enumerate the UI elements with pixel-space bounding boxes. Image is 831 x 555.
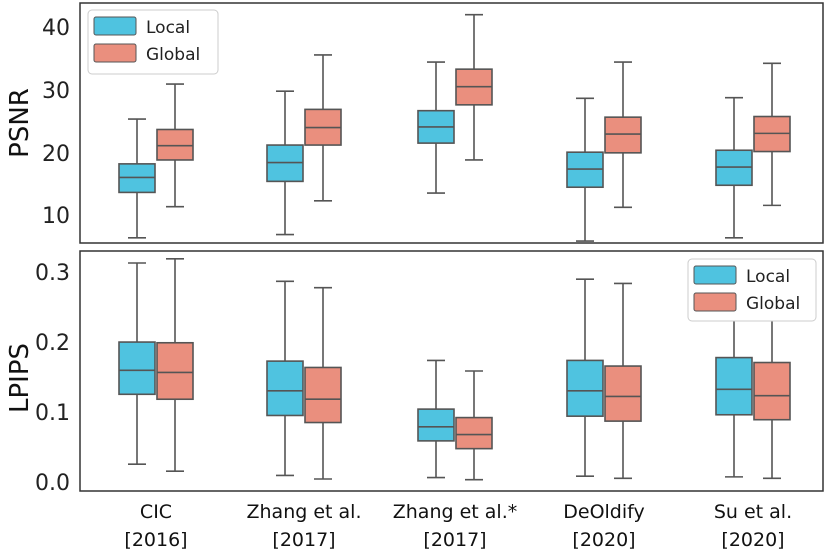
lpips-global-1-box xyxy=(304,286,342,480)
psnr-legend-global-label: Global xyxy=(146,45,200,65)
psnr-local-2-box xyxy=(417,61,455,194)
psnr-tick-30: 30 xyxy=(42,79,70,104)
psnr-y-ticks: 10 20 30 40 xyxy=(42,16,70,229)
lpips-local-4-box xyxy=(715,269,753,478)
psnr-global-4-box xyxy=(753,62,791,207)
psnr-tick-40: 40 xyxy=(42,16,70,41)
lpips-local-2-box xyxy=(417,359,455,479)
psnr-legend-local-swatch xyxy=(93,16,137,36)
x-label-su-year: [2020] xyxy=(721,529,784,551)
lpips-global-2-box xyxy=(455,370,493,481)
psnr-global-0-box xyxy=(156,83,194,208)
lpips-global-3-box xyxy=(604,282,642,480)
lpips-legend-global-label: Global xyxy=(746,294,800,314)
lpips-global-3-iqr xyxy=(604,365,642,422)
psnr-global-2-box xyxy=(455,13,493,161)
lpips-global-0-box xyxy=(156,257,194,473)
lpips-legend-local-swatch xyxy=(693,265,737,285)
lpips-legend-local-label: Local xyxy=(746,267,790,287)
psnr-legend-global-swatch xyxy=(93,43,137,63)
psnr-axis-label: PSNR xyxy=(5,88,35,158)
lpips-tick-0.0: 0.0 xyxy=(35,471,70,496)
lpips-local-0-box xyxy=(118,262,156,465)
lpips-y-ticks: 0.0 0.1 0.2 0.3 xyxy=(35,261,70,496)
x-label-zhang-star: Zhang et al.* xyxy=(393,501,517,523)
psnr-legend: Local Global xyxy=(87,9,219,75)
lpips-tick-0.1: 0.1 xyxy=(35,401,70,426)
psnr-global-0-iqr xyxy=(156,128,194,161)
lpips-legend-global-swatch xyxy=(693,292,737,312)
lpips-global-1-iqr xyxy=(304,366,342,424)
lpips-axis-label: LPIPS xyxy=(5,343,35,413)
x-label-zhang-star-year: [2017] xyxy=(423,529,486,551)
lpips-local-3-iqr xyxy=(566,359,604,417)
lpips-legend: Local Global xyxy=(687,258,817,322)
lpips-boxes xyxy=(118,257,791,481)
psnr-local-4-box xyxy=(715,96,753,239)
lpips-local-4-iqr xyxy=(715,356,753,416)
lpips-panel: LPIPS 0.0 0.1 0.2 0.3 Local Global xyxy=(5,250,824,496)
psnr-panel: PSNR 10 20 30 40 Local Global xyxy=(5,2,824,244)
psnr-legend-local-label: Local xyxy=(146,18,190,38)
lpips-tick-0.3: 0.3 xyxy=(35,261,70,286)
x-label-zhang-year: [2017] xyxy=(272,529,335,551)
x-label-deoldify-year: [2020] xyxy=(572,529,635,551)
x-label-cic: CIC xyxy=(140,501,172,523)
psnr-tick-10: 10 xyxy=(42,204,70,229)
psnr-tick-20: 20 xyxy=(42,142,70,167)
lpips-global-2-iqr xyxy=(455,416,493,450)
lpips-local-1-box xyxy=(266,280,304,477)
x-axis-labels: CIC [2016] Zhang et al. [2017] Zhang et … xyxy=(124,501,792,551)
lpips-local-0-iqr xyxy=(118,341,156,396)
psnr-local-3-box xyxy=(566,97,604,242)
psnr-boxes xyxy=(118,13,791,242)
psnr-local-1-box xyxy=(266,90,304,236)
x-label-su: Su et al. xyxy=(714,501,792,523)
lpips-global-4-iqr xyxy=(753,361,791,421)
lpips-local-3-box xyxy=(566,278,604,477)
lpips-tick-0.2: 0.2 xyxy=(35,331,70,356)
lpips-local-2-iqr xyxy=(417,408,455,442)
lpips-local-1-iqr xyxy=(266,360,304,417)
lpips-global-0-iqr xyxy=(156,341,194,401)
x-label-cic-year: [2016] xyxy=(124,529,187,551)
psnr-global-1-box xyxy=(304,54,342,202)
psnr-global-3-box xyxy=(604,61,642,209)
psnr-global-3-iqr xyxy=(604,116,642,154)
x-label-deoldify: DeOldify xyxy=(563,501,645,523)
psnr-local-0-box xyxy=(118,118,156,239)
x-label-zhang: Zhang et al. xyxy=(247,501,362,523)
